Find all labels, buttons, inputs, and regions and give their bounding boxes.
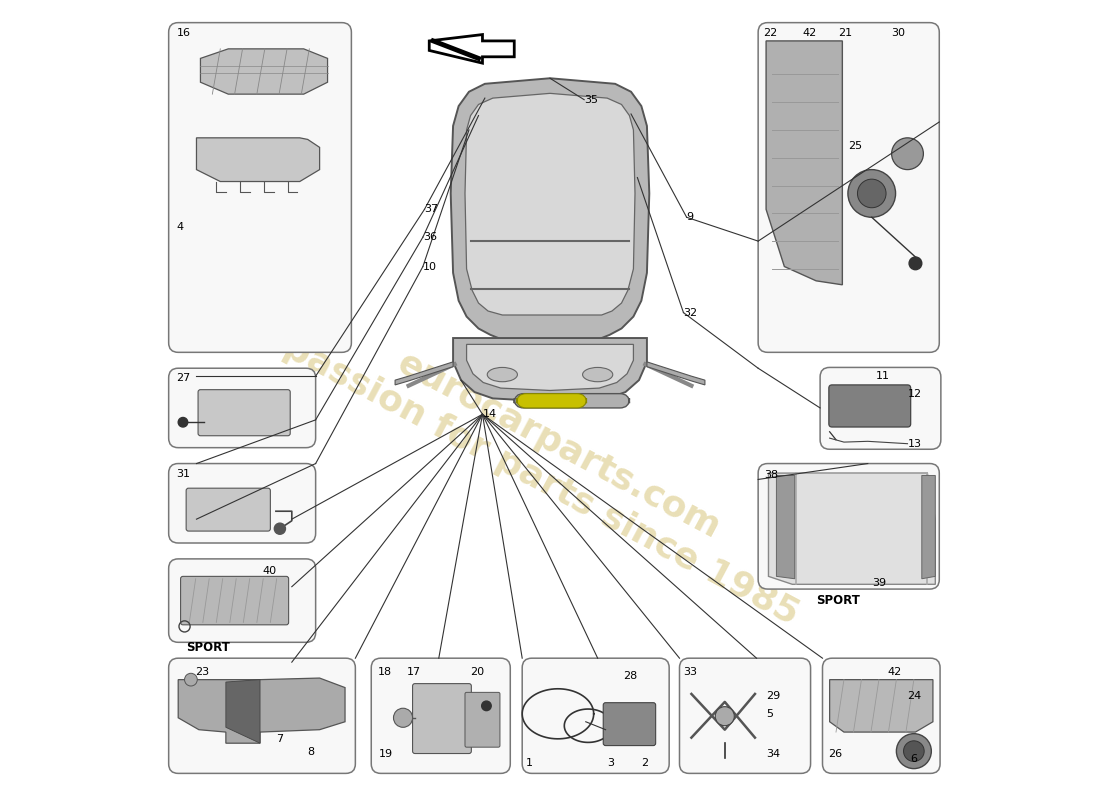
Text: 5: 5 [766,709,773,719]
Polygon shape [922,475,935,578]
FancyBboxPatch shape [603,702,656,746]
Circle shape [848,170,895,218]
Text: 27: 27 [177,373,191,382]
Text: 30: 30 [892,28,905,38]
Polygon shape [769,473,935,584]
Text: 3: 3 [607,758,614,768]
Polygon shape [453,338,647,402]
Text: 14: 14 [483,410,496,419]
Circle shape [715,706,735,726]
Polygon shape [395,362,453,385]
FancyBboxPatch shape [465,692,499,747]
Text: 36: 36 [422,232,437,242]
Text: 35: 35 [584,94,598,105]
FancyBboxPatch shape [829,385,911,427]
Circle shape [909,257,922,270]
Circle shape [274,523,286,534]
Text: 2: 2 [641,758,649,768]
FancyBboxPatch shape [522,658,669,774]
Text: 6: 6 [910,754,917,764]
Text: 16: 16 [177,28,190,38]
Text: 29: 29 [766,690,780,701]
Text: 21: 21 [838,28,853,38]
FancyBboxPatch shape [821,367,940,450]
Polygon shape [766,41,843,285]
Circle shape [858,179,887,208]
Polygon shape [178,678,345,743]
FancyBboxPatch shape [372,658,510,774]
FancyBboxPatch shape [180,576,288,625]
Text: 8: 8 [308,747,315,757]
Text: 39: 39 [872,578,886,588]
Polygon shape [466,344,634,390]
Text: 17: 17 [407,666,421,677]
Text: 40: 40 [263,566,276,576]
Circle shape [903,741,924,762]
Text: 24: 24 [908,690,922,701]
Circle shape [178,418,188,427]
Polygon shape [429,34,515,63]
FancyBboxPatch shape [680,658,811,774]
Text: eurocarparts.com
passion for parts since 1985: eurocarparts.com passion for parts since… [277,295,823,632]
FancyBboxPatch shape [168,463,316,543]
Text: 11: 11 [876,371,890,381]
FancyBboxPatch shape [758,463,939,589]
Text: 25: 25 [848,141,862,150]
Polygon shape [647,362,705,385]
Text: 10: 10 [422,262,437,271]
FancyBboxPatch shape [168,559,316,642]
Text: 19: 19 [379,749,394,758]
Polygon shape [777,475,794,578]
FancyBboxPatch shape [168,658,355,774]
Text: 22: 22 [763,28,778,38]
Text: 23: 23 [195,666,209,677]
Circle shape [892,138,923,170]
Text: 4: 4 [177,222,184,232]
Circle shape [896,734,932,769]
Text: 20: 20 [471,666,485,677]
Polygon shape [200,49,328,94]
Circle shape [394,708,412,727]
FancyBboxPatch shape [758,22,939,352]
Ellipse shape [487,367,517,382]
Polygon shape [451,78,649,341]
Text: 13: 13 [908,438,922,449]
Text: 34: 34 [766,749,780,758]
FancyBboxPatch shape [823,658,940,774]
Text: 9: 9 [686,212,694,222]
FancyBboxPatch shape [168,22,351,352]
FancyBboxPatch shape [168,368,316,448]
Text: 42: 42 [803,28,817,38]
Polygon shape [829,680,933,732]
Text: SPORT: SPORT [187,642,230,654]
Circle shape [482,701,492,710]
Ellipse shape [583,367,613,382]
Text: 32: 32 [683,308,697,318]
FancyBboxPatch shape [198,390,290,436]
FancyBboxPatch shape [515,394,629,408]
Polygon shape [226,680,260,743]
Text: 12: 12 [908,389,922,398]
Text: 28: 28 [623,671,637,682]
Text: SPORT: SPORT [816,594,859,607]
Text: 1: 1 [526,758,534,768]
FancyBboxPatch shape [517,394,586,408]
Polygon shape [465,94,635,315]
Polygon shape [197,138,320,182]
FancyBboxPatch shape [412,684,472,754]
Text: 38: 38 [764,470,779,481]
Text: 33: 33 [683,666,697,677]
Text: 26: 26 [828,749,843,758]
Circle shape [185,674,197,686]
Text: 37: 37 [425,204,439,214]
Text: 42: 42 [888,666,902,677]
Text: 31: 31 [177,469,190,479]
FancyBboxPatch shape [186,488,271,531]
Text: 18: 18 [377,666,392,677]
Text: 7: 7 [276,734,283,744]
